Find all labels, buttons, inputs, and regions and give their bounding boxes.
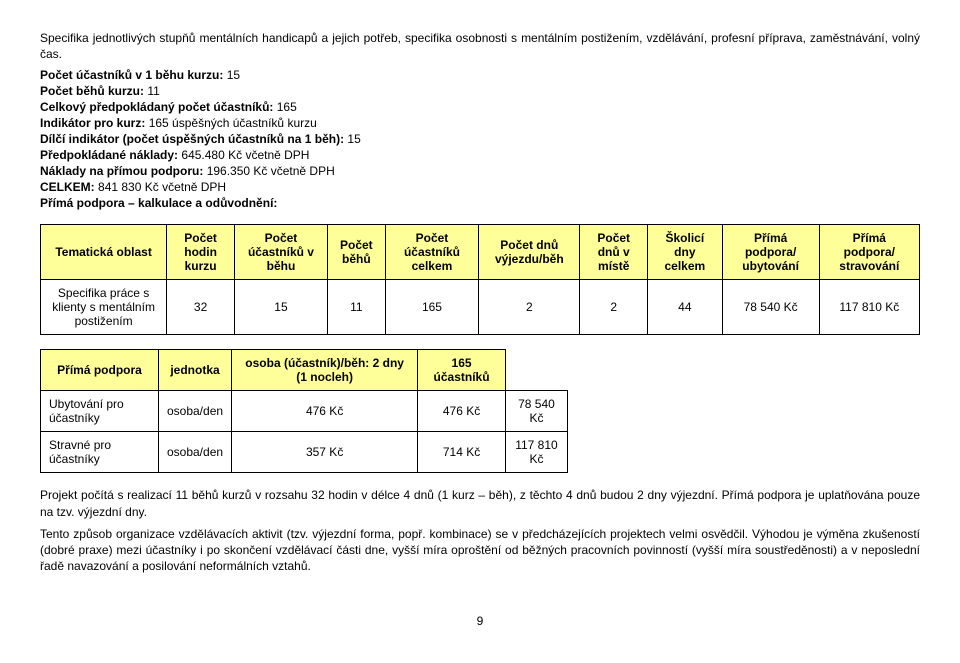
t1-h9: Přímá podpora/ stravování xyxy=(819,225,919,280)
t2-r0-c: 476 Kč xyxy=(232,391,418,432)
t1-h6: Počet dnů v místě xyxy=(580,225,648,280)
t1-h2: Počet účastníků v běhu xyxy=(235,225,328,280)
value-ucastnici-beh: 15 xyxy=(227,68,240,82)
value-behy: 11 xyxy=(147,84,159,98)
t1-h7: Školicí dny celkem xyxy=(647,225,722,280)
t1-c4: 165 xyxy=(385,280,478,335)
value-celkovy-pocet: 165 xyxy=(277,100,297,114)
table-kalkulace: Tematická oblast Počet hodin kurzu Počet… xyxy=(40,224,920,335)
label-celkovy-pocet: Celkový předpokládaný počet účastníků: xyxy=(40,100,273,114)
value-naklady: 645.480 Kč včetně DPH xyxy=(181,148,309,162)
t2-r1-e: 117 810 Kč xyxy=(505,432,567,473)
t1-c8: 78 540 Kč xyxy=(722,280,819,335)
t1-c9: 117 810 Kč xyxy=(819,280,919,335)
label-dilci-indikator: Dílčí indikátor (počet úspěšných účastní… xyxy=(40,132,344,146)
t2-h2: osoba (účastník)/běh: 2 dny (1 nocleh) xyxy=(232,350,418,391)
t2-r0-b: osoba/den xyxy=(158,391,231,432)
t1-c6: 2 xyxy=(580,280,648,335)
table-prima-podpora: Přímá podpora jednotka osoba (účastník)/… xyxy=(40,349,568,473)
label-celkem: CELKEM: xyxy=(40,180,95,194)
t2-r1-d: 714 Kč xyxy=(418,432,506,473)
label-kalkulace: Přímá podpora – kalkulace a odůvodnění: xyxy=(40,196,920,210)
label-behy: Počet běhů kurzu: xyxy=(40,84,144,98)
t2-r1-b: osoba/den xyxy=(158,432,231,473)
table-row: Stravné pro účastníky osoba/den 357 Kč 7… xyxy=(41,432,568,473)
paragraph-projekt: Projekt počítá s realizací 11 běhů kurzů… xyxy=(40,487,920,519)
t1-h0: Tematická oblast xyxy=(41,225,167,280)
label-primou-podporu: Náklady na přímou podporu: xyxy=(40,164,203,178)
t1-c5: 2 xyxy=(479,280,580,335)
value-dilci-indikator: 15 xyxy=(347,132,360,146)
t1-rowlabel: Specifika práce s klienty s mentálním po… xyxy=(41,280,167,335)
t2-r0-a: Ubytování pro účastníky xyxy=(41,391,159,432)
table-row: Ubytování pro účastníky osoba/den 476 Kč… xyxy=(41,391,568,432)
t2-h0: Přímá podpora xyxy=(41,350,159,391)
t2-r1-c: 357 Kč xyxy=(232,432,418,473)
t1-h5: Počet dnů výjezdu/běh xyxy=(479,225,580,280)
t2-r0-e: 78 540 Kč xyxy=(505,391,567,432)
t2-r0-d: 476 Kč xyxy=(418,391,506,432)
t2-r1-a: Stravné pro účastníky xyxy=(41,432,159,473)
t1-h4: Počet účastníků celkem xyxy=(385,225,478,280)
label-indikator: Indikátor pro kurz: xyxy=(40,116,145,130)
t1-c3: 11 xyxy=(327,280,385,335)
table-row: Specifika práce s klienty s mentálním po… xyxy=(41,280,920,335)
value-primou-podporu: 196.350 Kč včetně DPH xyxy=(207,164,335,178)
t1-c1: 32 xyxy=(167,280,235,335)
paragraph-zpusob: Tento způsob organizace vzdělávacích akt… xyxy=(40,526,920,575)
t1-h8: Přímá podpora/ ubytování xyxy=(722,225,819,280)
value-celkem: 841 830 Kč včetně DPH xyxy=(98,180,226,194)
t1-h3: Počet běhů xyxy=(327,225,385,280)
label-ucastnici-beh: Počet účastníků v 1 běhu kurzu: xyxy=(40,68,223,82)
t2-h1: jednotka xyxy=(158,350,231,391)
value-indikator: 165 úspěšných účastníků kurzu xyxy=(149,116,317,130)
t1-h1: Počet hodin kurzu xyxy=(167,225,235,280)
t1-c2: 15 xyxy=(235,280,328,335)
label-naklady: Předpokládané náklady: xyxy=(40,148,178,162)
t2-h3: 165 účastníků xyxy=(418,350,506,391)
parameters-block: Počet účastníků v 1 běhu kurzu: 15 Počet… xyxy=(40,68,920,210)
t1-c7: 44 xyxy=(647,280,722,335)
intro-paragraph: Specifika jednotlivých stupňů mentálních… xyxy=(40,30,920,62)
page-number: 9 xyxy=(40,614,920,628)
